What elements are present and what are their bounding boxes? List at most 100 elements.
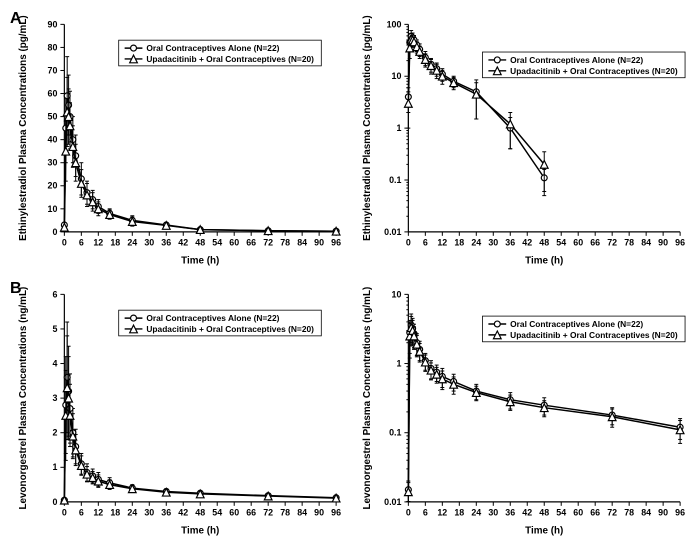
svg-text:Levonorgestrel Plasma Concentr: Levonorgestrel Plasma Concentrations (ng… — [362, 287, 373, 510]
svg-text:6: 6 — [79, 508, 84, 518]
panel-top-right: 06121824303642485460667278849096Time (h)… — [354, 10, 690, 272]
svg-text:36: 36 — [161, 508, 171, 518]
svg-text:Time (h): Time (h) — [181, 525, 219, 536]
svg-text:Upadacitinib + Oral Contracept: Upadacitinib + Oral Contraceptives (N=20… — [146, 54, 314, 64]
svg-text:Upadacitinib + Oral Contracept: Upadacitinib + Oral Contraceptives (N=20… — [510, 66, 678, 76]
svg-text:30: 30 — [488, 508, 498, 518]
svg-text:72: 72 — [607, 238, 617, 248]
svg-text:Oral Contraceptives Alone (N=2: Oral Contraceptives Alone (N=22) — [510, 319, 643, 329]
svg-text:60: 60 — [573, 238, 583, 248]
svg-text:54: 54 — [556, 508, 566, 518]
svg-text:80: 80 — [48, 42, 58, 52]
svg-text:100: 100 — [387, 19, 402, 29]
svg-text:0: 0 — [52, 497, 57, 507]
svg-text:42: 42 — [522, 508, 532, 518]
panel-b-label: B — [10, 280, 22, 298]
svg-text:84: 84 — [641, 508, 651, 518]
svg-text:54: 54 — [556, 238, 566, 248]
svg-text:60: 60 — [48, 88, 58, 98]
svg-text:Oral Contraceptives Alone (N=2: Oral Contraceptives Alone (N=22) — [146, 313, 279, 323]
svg-text:90: 90 — [314, 508, 324, 518]
svg-text:48: 48 — [539, 238, 549, 248]
svg-text:60: 60 — [573, 508, 583, 518]
svg-text:0.1: 0.1 — [389, 175, 401, 185]
svg-text:30: 30 — [488, 238, 498, 248]
svg-text:60: 60 — [229, 508, 239, 518]
svg-text:6: 6 — [423, 508, 428, 518]
svg-text:10: 10 — [392, 289, 402, 299]
svg-text:30: 30 — [144, 508, 154, 518]
svg-text:48: 48 — [195, 508, 205, 518]
svg-text:6: 6 — [79, 238, 84, 248]
svg-text:18: 18 — [110, 238, 120, 248]
svg-text:50: 50 — [48, 112, 58, 122]
svg-text:78: 78 — [624, 238, 634, 248]
svg-text:0.01: 0.01 — [384, 497, 401, 507]
svg-text:96: 96 — [331, 508, 341, 518]
svg-text:6: 6 — [423, 238, 428, 248]
svg-text:12: 12 — [437, 508, 447, 518]
svg-text:20: 20 — [48, 181, 58, 191]
svg-text:Oral Contraceptives Alone (N=2: Oral Contraceptives Alone (N=22) — [146, 43, 279, 53]
svg-text:72: 72 — [263, 508, 273, 518]
panel-top-left: A 06121824303642485460667278849096Time (… — [10, 10, 346, 272]
svg-text:10: 10 — [48, 204, 58, 214]
svg-text:18: 18 — [110, 508, 120, 518]
svg-text:96: 96 — [675, 508, 685, 518]
svg-text:84: 84 — [297, 508, 307, 518]
svg-text:42: 42 — [522, 238, 532, 248]
svg-text:78: 78 — [280, 508, 290, 518]
svg-text:36: 36 — [505, 238, 515, 248]
svg-text:42: 42 — [178, 238, 188, 248]
svg-text:42: 42 — [178, 508, 188, 518]
svg-text:12: 12 — [93, 238, 103, 248]
panel-bottom-left: B 06121824303642485460667278849096Time (… — [10, 280, 346, 542]
svg-text:24: 24 — [127, 238, 137, 248]
svg-text:Time (h): Time (h) — [181, 256, 219, 267]
svg-text:66: 66 — [590, 508, 600, 518]
svg-text:66: 66 — [246, 508, 256, 518]
svg-text:48: 48 — [539, 508, 549, 518]
svg-text:0.1: 0.1 — [389, 428, 401, 438]
svg-text:84: 84 — [641, 238, 651, 248]
svg-text:1: 1 — [396, 123, 401, 133]
svg-text:60: 60 — [229, 238, 239, 248]
svg-text:70: 70 — [48, 65, 58, 75]
svg-text:0: 0 — [406, 508, 411, 518]
svg-text:3: 3 — [52, 393, 57, 403]
svg-text:96: 96 — [331, 238, 341, 248]
svg-text:36: 36 — [505, 508, 515, 518]
svg-text:84: 84 — [297, 238, 307, 248]
svg-text:66: 66 — [590, 238, 600, 248]
svg-text:6: 6 — [52, 289, 57, 299]
svg-text:90: 90 — [658, 238, 668, 248]
svg-text:90: 90 — [48, 19, 58, 29]
svg-text:24: 24 — [127, 508, 137, 518]
svg-text:66: 66 — [246, 238, 256, 248]
svg-text:0: 0 — [406, 238, 411, 248]
svg-text:4: 4 — [52, 358, 57, 368]
chart-levonorgestrel-linear: 06121824303642485460667278849096Time (h)… — [10, 280, 346, 542]
svg-text:Levonorgestrel Plasma Concentr: Levonorgestrel Plasma Concentrations (ng… — [18, 287, 29, 510]
svg-text:0: 0 — [52, 227, 57, 237]
figure-container: A 06121824303642485460667278849096Time (… — [10, 10, 690, 537]
svg-text:12: 12 — [437, 238, 447, 248]
svg-text:96: 96 — [675, 238, 685, 248]
svg-text:10: 10 — [392, 71, 402, 81]
svg-text:54: 54 — [212, 238, 222, 248]
svg-text:48: 48 — [195, 238, 205, 248]
svg-text:24: 24 — [471, 508, 481, 518]
svg-text:18: 18 — [454, 508, 464, 518]
svg-text:1: 1 — [396, 358, 401, 368]
svg-text:90: 90 — [314, 238, 324, 248]
svg-text:24: 24 — [471, 238, 481, 248]
svg-text:Upadacitinib + Oral Contracept: Upadacitinib + Oral Contraceptives (N=20… — [510, 330, 678, 340]
svg-text:Upadacitinib + Oral Contracept: Upadacitinib + Oral Contraceptives (N=20… — [146, 324, 314, 334]
svg-text:1: 1 — [52, 462, 57, 472]
panel-a-label: A — [10, 10, 22, 28]
chart-ethinylestradiol-linear: 06121824303642485460667278849096Time (h)… — [10, 10, 346, 272]
chart-ethinylestradiol-log: 06121824303642485460667278849096Time (h)… — [354, 10, 690, 272]
svg-text:30: 30 — [48, 158, 58, 168]
svg-text:0: 0 — [62, 238, 67, 248]
svg-text:78: 78 — [624, 508, 634, 518]
